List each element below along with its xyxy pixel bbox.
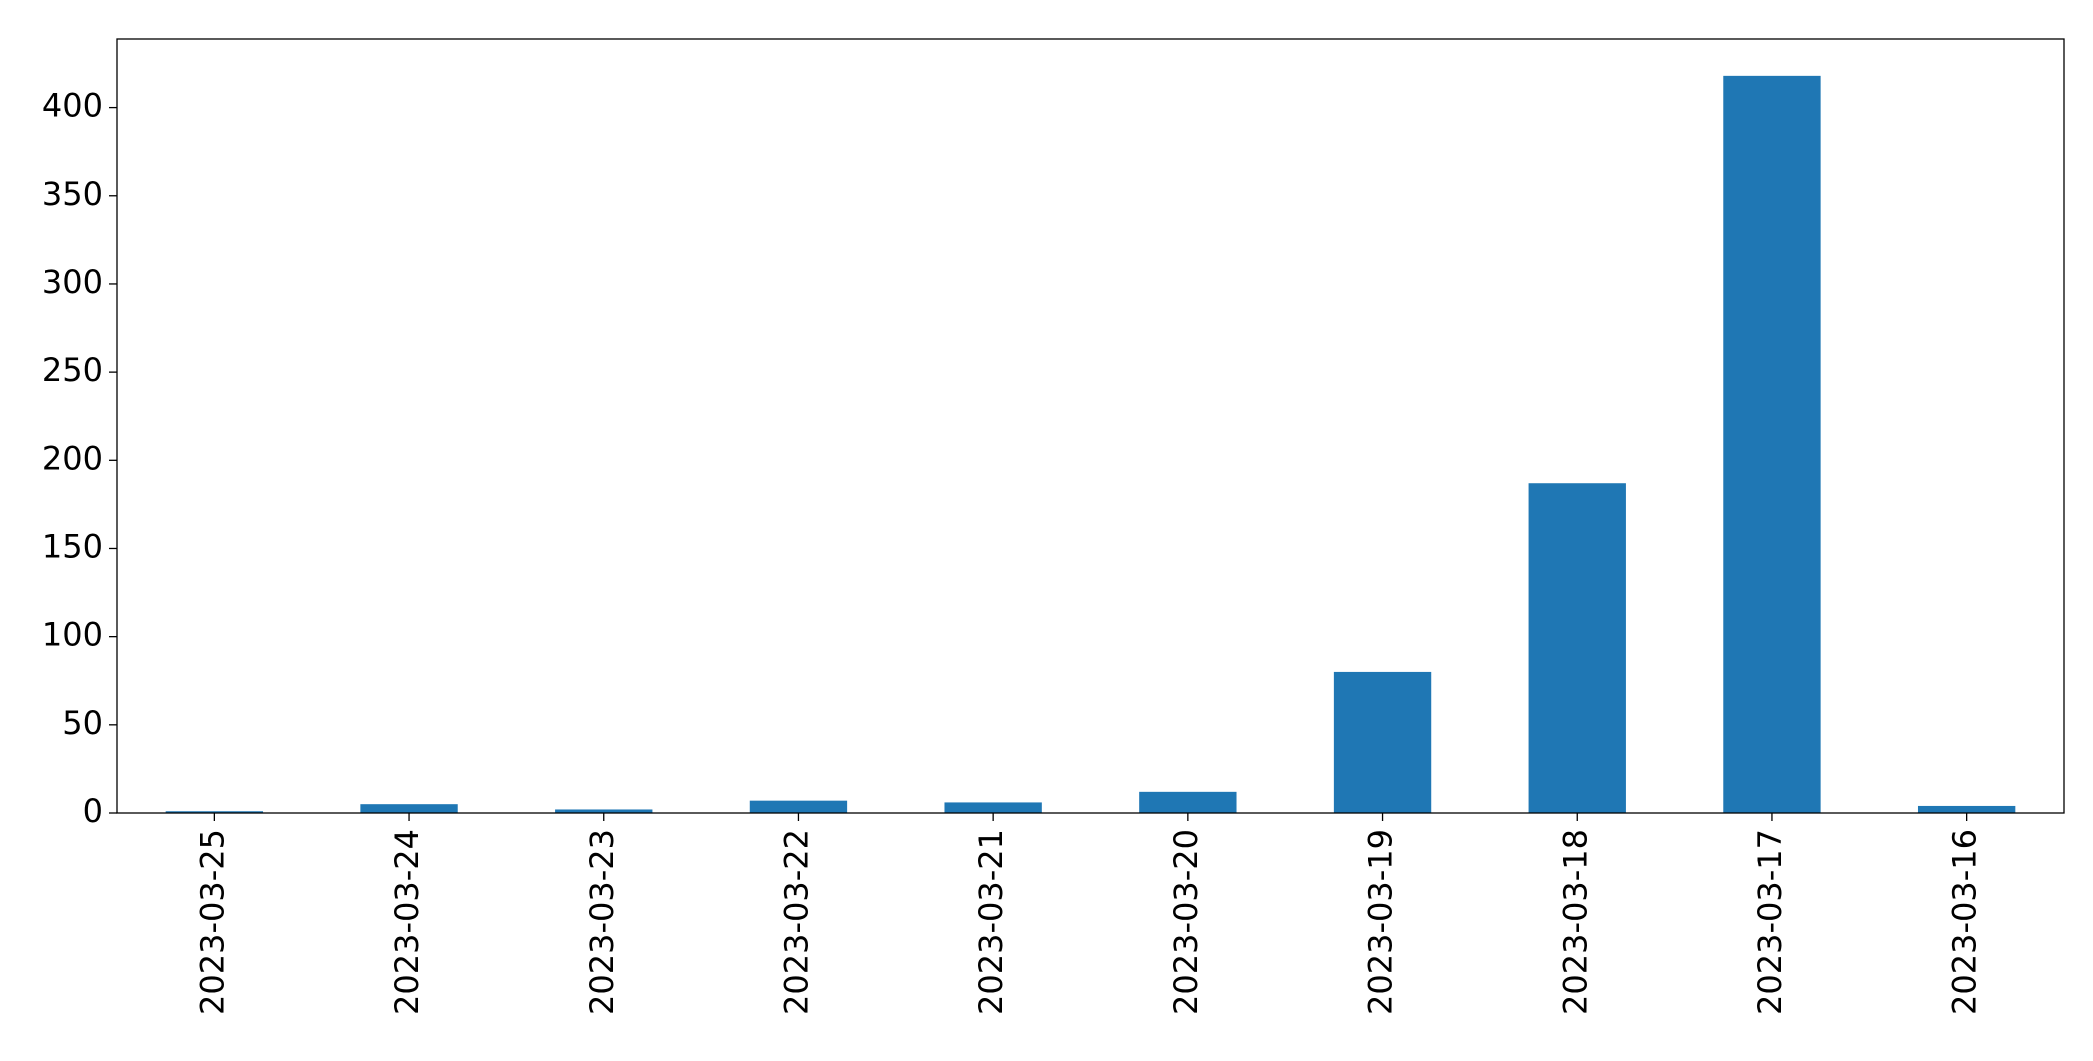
x-tick-label: 2023-03-23 (583, 829, 621, 1015)
y-tick-label: 250 (42, 351, 103, 389)
bar (360, 804, 458, 813)
bar (1723, 75, 1821, 814)
x-tick-label: 2023-03-16 (1946, 829, 1984, 1015)
y-tick-label: 200 (42, 439, 103, 477)
plot-frame (116, 38, 2065, 814)
y-tick-label: 150 (42, 527, 103, 565)
x-tick-label: 2023-03-18 (1556, 829, 1594, 1015)
y-tick-label: 0 (83, 792, 103, 830)
y-tick-label: 50 (62, 704, 103, 742)
bar (1333, 671, 1432, 813)
bar (165, 811, 264, 813)
x-tick-label: 2023-03-25 (193, 829, 231, 1015)
x-tick-label: 2023-03-21 (972, 829, 1010, 1015)
x-tick-label: 2023-03-20 (1167, 829, 1205, 1015)
x-tick-label: 2023-03-19 (1362, 829, 1400, 1015)
x-tick-label: 2023-03-24 (388, 829, 426, 1015)
bar (749, 800, 848, 813)
bar (1139, 791, 1237, 813)
bar (555, 809, 653, 813)
y-tick-label: 350 (42, 175, 103, 213)
x-tick-label: 2023-03-17 (1751, 829, 1789, 1015)
x-tick-label: 2023-03-22 (777, 829, 815, 1015)
bar (944, 802, 1042, 813)
bar (1917, 805, 2016, 813)
y-tick-label: 300 (42, 263, 103, 301)
y-tick-label: 400 (42, 87, 103, 125)
bar (1528, 483, 1626, 813)
y-tick-label: 100 (42, 616, 103, 654)
